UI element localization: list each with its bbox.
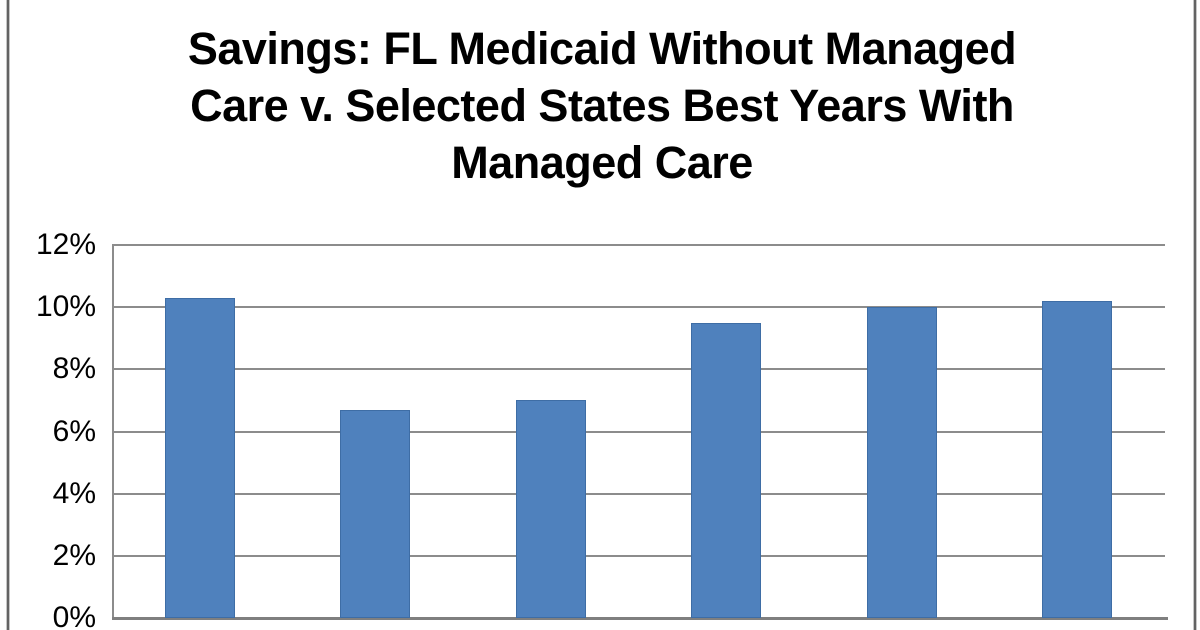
bar-3 (515, 400, 586, 618)
chart-title: Savings: FL Medicaid Without Managed Car… (60, 20, 1144, 191)
chart-title-line-2: Care v. Selected States Best Years With (190, 80, 1014, 131)
bar-2 (340, 409, 411, 618)
gridline-8% (112, 368, 1165, 371)
y-axis-tick-label: 0% (52, 601, 96, 630)
y-axis-tick-label: 6% (52, 414, 96, 448)
chart-title-line-1: Savings: FL Medicaid Without Managed (187, 23, 1017, 74)
gridline-4% (112, 492, 1165, 495)
right-frame-border (1194, 0, 1196, 630)
gridline-6% (112, 430, 1165, 433)
y-axis-tick-label: 4% (52, 476, 96, 510)
y-axis-tick-label: 12% (35, 228, 96, 261)
gridline-10% (112, 306, 1165, 309)
y-axis-tick-label: 2% (52, 538, 96, 572)
y-axis-tick-label: 8% (52, 352, 96, 386)
gridline-2% (112, 554, 1165, 557)
x-axis-line (112, 617, 1168, 620)
gridline-12% (112, 244, 1165, 246)
y-axis-tick-labels: 12% 10% 8% 6% 4% 2% 0% (20, 0, 96, 630)
bar-5 (866, 307, 937, 618)
bar-1 (164, 297, 235, 618)
left-frame-border (7, 0, 9, 630)
bar-6 (1042, 300, 1113, 618)
chart-title-line-3: Managed Care (451, 137, 753, 188)
plot-area (112, 244, 1168, 620)
bar-4 (691, 322, 762, 618)
y-axis-tick-label: 10% (35, 290, 96, 324)
